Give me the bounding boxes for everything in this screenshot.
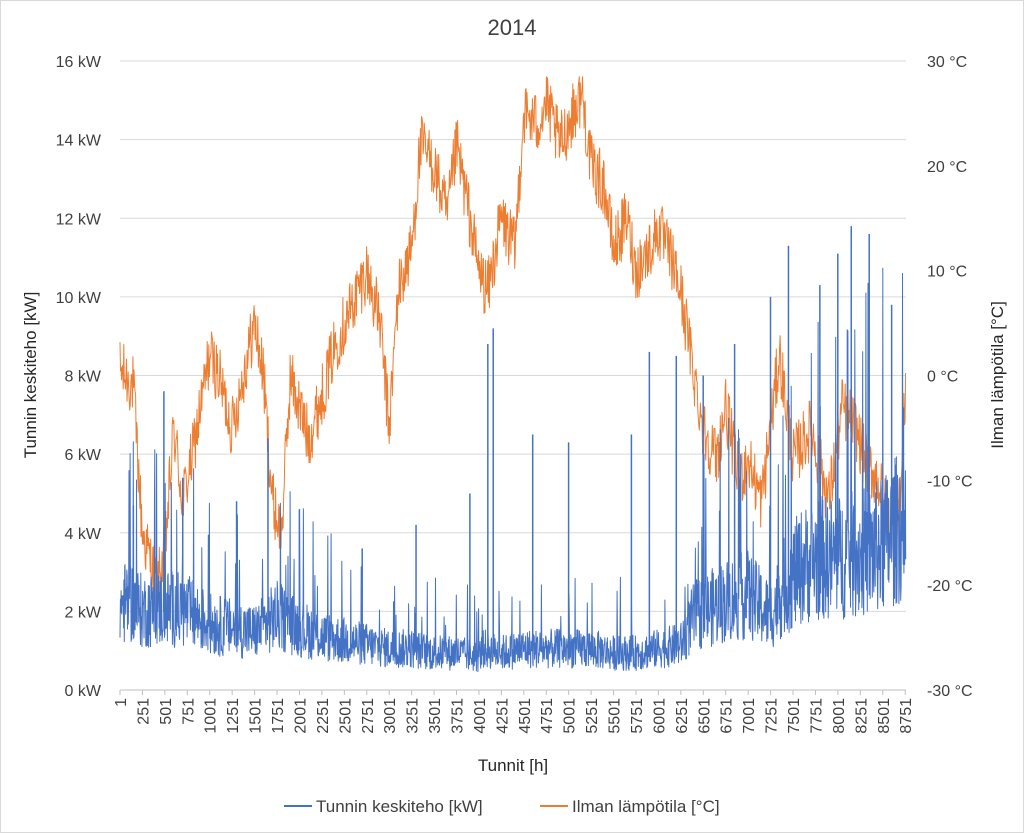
power-peaks bbox=[132, 226, 893, 657]
legend-label-temperature: Ilman lämpötila [°C] bbox=[572, 797, 720, 816]
y-tick-label: 2 kW bbox=[65, 604, 102, 621]
y2-tick-label: -20 °C bbox=[927, 578, 973, 595]
y2-axis-title: Ilman lämpötila [°C] bbox=[988, 301, 1007, 449]
x-tick-label: 4001 bbox=[472, 698, 489, 734]
x-tick-label: 8251 bbox=[853, 698, 870, 734]
x-tick-label: 6001 bbox=[651, 698, 668, 734]
x-tick-label: 1751 bbox=[270, 698, 287, 734]
y2-tick-label: 30 °C bbox=[927, 54, 967, 71]
series-line-power bbox=[119, 267, 907, 673]
y-tick-label: 4 kW bbox=[65, 526, 102, 543]
x-tick-label: 4751 bbox=[539, 698, 556, 734]
x-tick-label: 501 bbox=[158, 698, 175, 725]
y2-tick-label: -30 °C bbox=[927, 683, 973, 700]
series-line-temperature bbox=[119, 76, 907, 609]
x-tick-label: 2501 bbox=[337, 698, 354, 734]
legend: Tunnin keskiteho [kW] Ilman lämpötila [°… bbox=[284, 797, 720, 816]
x-tick-label: 1251 bbox=[225, 698, 242, 734]
y-tick-label: 0 kW bbox=[65, 683, 102, 700]
x-tick-label: 3251 bbox=[405, 698, 422, 734]
x-tick-label: 8751 bbox=[898, 698, 915, 734]
x-axis-title: Tunnit [h] bbox=[478, 756, 548, 775]
x-tick-label: 7251 bbox=[764, 698, 781, 734]
x-axis-ticks: 1 251 501 751 1001 1251 1501 1751 2001 2251 2501 27… bbox=[113, 690, 915, 734]
x-tick-label: 1001 bbox=[203, 698, 220, 734]
y-tick-label: 8 kW bbox=[65, 369, 102, 386]
y-axis-title: Tunnin keskiteho [kW] bbox=[21, 292, 40, 459]
y-tick-label: 12 kW bbox=[56, 211, 102, 228]
y-tick-label: 10 kW bbox=[56, 290, 102, 307]
x-tick-label: 5001 bbox=[562, 698, 579, 734]
x-tick-label: 751 bbox=[180, 698, 197, 725]
series-layer bbox=[119, 76, 907, 673]
x-tick-label: 6501 bbox=[696, 698, 713, 734]
x-tick-label: 7001 bbox=[741, 698, 758, 734]
x-tick-label: 3001 bbox=[382, 698, 399, 734]
x-tick-label: 2751 bbox=[360, 698, 377, 734]
x-tick-label: 3751 bbox=[450, 698, 467, 734]
x-tick-label: 251 bbox=[135, 698, 152, 725]
chart-title: 2014 bbox=[488, 15, 537, 40]
y-tick-label: 14 kW bbox=[56, 133, 102, 150]
x-tick-label: 5251 bbox=[584, 698, 601, 734]
x-tick-label: 8001 bbox=[831, 698, 848, 734]
y2-tick-label: 10 °C bbox=[927, 264, 967, 281]
x-tick-label: 2251 bbox=[315, 698, 332, 734]
x-tick-label: 1501 bbox=[248, 698, 265, 734]
y-tick-label: 16 kW bbox=[56, 54, 102, 71]
y2-axis-ticks: -30 °C -20 °C -10 °C 0 °C 10 °C 20 °C 30 °C bbox=[927, 54, 973, 700]
y2-tick-label: 0 °C bbox=[927, 369, 958, 386]
x-tick-label: 5751 bbox=[629, 698, 646, 734]
y-tick-label: 6 kW bbox=[65, 447, 102, 464]
x-tick-label: 4501 bbox=[517, 698, 534, 734]
x-tick-label: 2001 bbox=[292, 698, 309, 734]
y2-tick-label: 20 °C bbox=[927, 159, 967, 176]
y-axis-ticks: 0 kW 2 kW 4 kW 6 kW 8 kW 10 kW 12 kW 14 kW 16 kW bbox=[56, 54, 102, 700]
x-tick-label: 5501 bbox=[607, 698, 624, 734]
x-tick-label: 1 bbox=[113, 698, 130, 707]
x-tick-label: 6751 bbox=[719, 698, 736, 734]
x-tick-label: 7501 bbox=[786, 698, 803, 734]
x-tick-label: 6251 bbox=[674, 698, 691, 734]
x-tick-label: 7751 bbox=[808, 698, 825, 734]
y2-tick-label: -10 °C bbox=[927, 473, 973, 490]
x-tick-label: 3501 bbox=[427, 698, 444, 734]
x-tick-label: 4251 bbox=[494, 698, 511, 734]
x-tick-label: 8501 bbox=[876, 698, 893, 734]
legend-label-power: Tunnin keskiteho [kW] bbox=[316, 797, 483, 816]
